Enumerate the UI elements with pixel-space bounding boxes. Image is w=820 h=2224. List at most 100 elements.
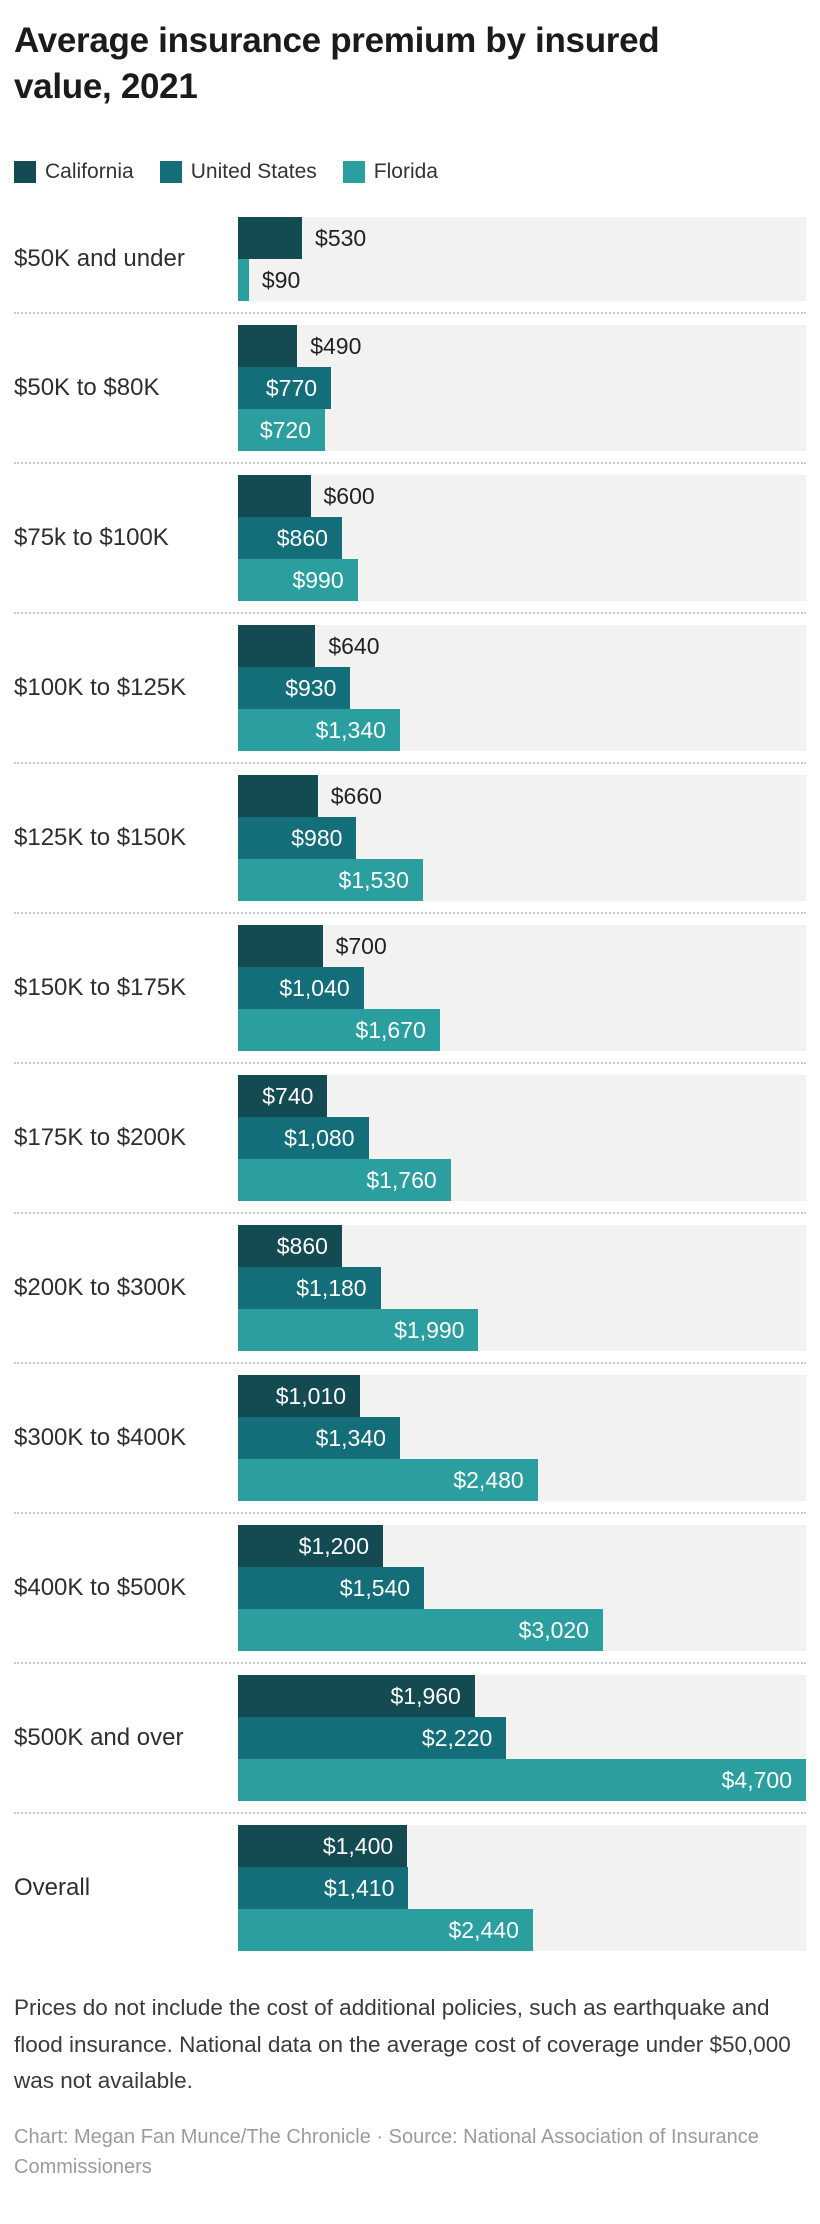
bar-value-label: $930: [285, 675, 337, 702]
category-label: $300K to $400K: [14, 1424, 187, 1452]
bars-panel: $1,010 $1,340 $2,480: [238, 1375, 806, 1502]
bar-row: $980: [238, 817, 806, 860]
category-group: $50K and under $530 $90: [14, 206, 806, 312]
bar-california: [238, 925, 323, 968]
bar-florida: [238, 1609, 603, 1652]
bar-value-label: $490: [310, 333, 362, 360]
bar-row: $1,080: [238, 1117, 806, 1160]
legend-label: California: [45, 160, 134, 184]
bar-row: $3,020: [238, 1609, 806, 1652]
category-group: Overall $1,400 $1,410 $2,440: [14, 1814, 806, 1962]
bar-row: $1,990: [238, 1309, 806, 1352]
category-label: $200K to $300K: [14, 1274, 187, 1302]
bar-california: [238, 1375, 361, 1418]
bar-california: [238, 1225, 342, 1268]
bar-value-label: $1,040: [279, 975, 350, 1002]
category-label: $150K to $175K: [14, 974, 187, 1002]
bar-value-label: $1,960: [390, 1683, 461, 1710]
bar-row: $660: [238, 775, 806, 818]
group-divider: [14, 1062, 806, 1065]
bar-value-label: $1,670: [355, 1017, 426, 1044]
bar-florida: [238, 859, 423, 902]
bar-california: [238, 625, 316, 668]
category-label: Overall: [14, 1874, 91, 1902]
bar-california: [238, 1675, 475, 1718]
chart: $50K and under $530 $90 $50K to $80K $490 $77…: [14, 206, 806, 1962]
bars-panel: $530 $90: [238, 217, 806, 302]
bar-united-states: [238, 1117, 369, 1160]
bar-row: $1,340: [238, 1417, 806, 1460]
bar-florida: [238, 409, 325, 452]
bar-value-label: $1,340: [315, 1425, 386, 1452]
bar-value-label: $530: [315, 225, 367, 252]
legend-label: Florida: [373, 160, 438, 184]
category-group: $500K and over $1,960 $2,220 $4,700: [14, 1664, 806, 1812]
bar-value-label: $770: [265, 375, 318, 402]
bar-united-states: [238, 367, 332, 410]
bar-value-label: $1,180: [296, 1275, 367, 1302]
bar-value-label: $700: [335, 933, 387, 960]
bar-row: $1,200: [238, 1525, 806, 1568]
bar-value-label: $1,200: [298, 1533, 370, 1560]
category-label: $50K and under: [14, 245, 185, 273]
group-divider: [14, 1812, 806, 1815]
bar-california: [238, 217, 303, 260]
bar-california: [238, 775, 318, 818]
group-divider: [14, 462, 806, 465]
legend-item-florida: Florida: [342, 160, 438, 184]
bar-united-states: [238, 667, 351, 710]
category-group: $200K to $300K $860 $1,180 $1,990: [14, 1214, 806, 1362]
bars-panel: $600 $860 $990: [238, 475, 806, 602]
bar-row: $1,400: [238, 1825, 806, 1868]
bar-united-states: [238, 1867, 409, 1910]
bars-panel: $1,200 $1,540 $3,020: [238, 1525, 806, 1652]
bar-value-label: $1,010: [275, 1383, 347, 1410]
bar-row: $2,480: [238, 1459, 806, 1502]
bar-florida: [238, 1459, 538, 1502]
bar-value-label: $90: [261, 267, 301, 294]
category-label: $50K to $80K: [14, 374, 160, 402]
bar-united-states: [238, 817, 357, 860]
credit-line: Chart: Megan Fan Munce/The Chronicle · S…: [14, 2126, 759, 2179]
bar-row: $4,700: [238, 1759, 806, 1802]
bar-florida: [238, 259, 249, 302]
legend-swatch: [14, 161, 36, 184]
bars-panel: $640 $930 $1,340: [238, 625, 806, 752]
bar-united-states: [238, 967, 364, 1010]
bar-value-label: $740: [262, 1083, 314, 1110]
bar-row: $1,410: [238, 1867, 806, 1910]
bar-value-label: $860: [276, 525, 328, 552]
bar-row: $1,540: [238, 1567, 806, 1610]
bar-value-label: $4,700: [721, 1767, 792, 1794]
bar-california: [238, 1075, 328, 1118]
legend: California United States Florida: [14, 160, 806, 184]
category-label: $400K to $500K: [14, 1574, 187, 1602]
category-group: $100K to $125K $640 $930 $1,340: [14, 614, 806, 762]
bar-florida: [238, 709, 400, 752]
bar-value-label: $2,480: [453, 1467, 524, 1494]
bars-panel: $740 $1,080 $1,760: [238, 1075, 806, 1202]
bar-row: $720: [238, 409, 806, 452]
legend-item-california: California: [14, 160, 134, 184]
bar-florida: [238, 1759, 806, 1802]
bar-row: $490: [238, 325, 806, 368]
bars-panel: $660 $980 $1,530: [238, 775, 806, 902]
group-divider: [14, 1512, 806, 1515]
bar-florida: [238, 1309, 479, 1352]
bar-california: [238, 475, 311, 518]
bar-california: [238, 1525, 384, 1568]
bar-row: $640: [238, 625, 806, 668]
bar-row: $1,670: [238, 1009, 806, 1052]
bar-value-label: $980: [291, 825, 343, 852]
bar-value-label: $1,410: [324, 1875, 395, 1902]
bar-value-label: $2,220: [421, 1725, 493, 1752]
bar-value-label: $1,080: [284, 1125, 355, 1152]
group-divider: [14, 612, 806, 615]
bar-california: [238, 1825, 408, 1868]
bar-value-label: $1,990: [394, 1317, 465, 1344]
category-group: $50K to $80K $490 $770 $720: [14, 314, 806, 462]
bar-united-states: [238, 1417, 400, 1460]
page-title: Average insurance premium by insured val…: [14, 21, 660, 107]
bar-row: $990: [238, 559, 806, 602]
bar-florida: [238, 1159, 451, 1202]
